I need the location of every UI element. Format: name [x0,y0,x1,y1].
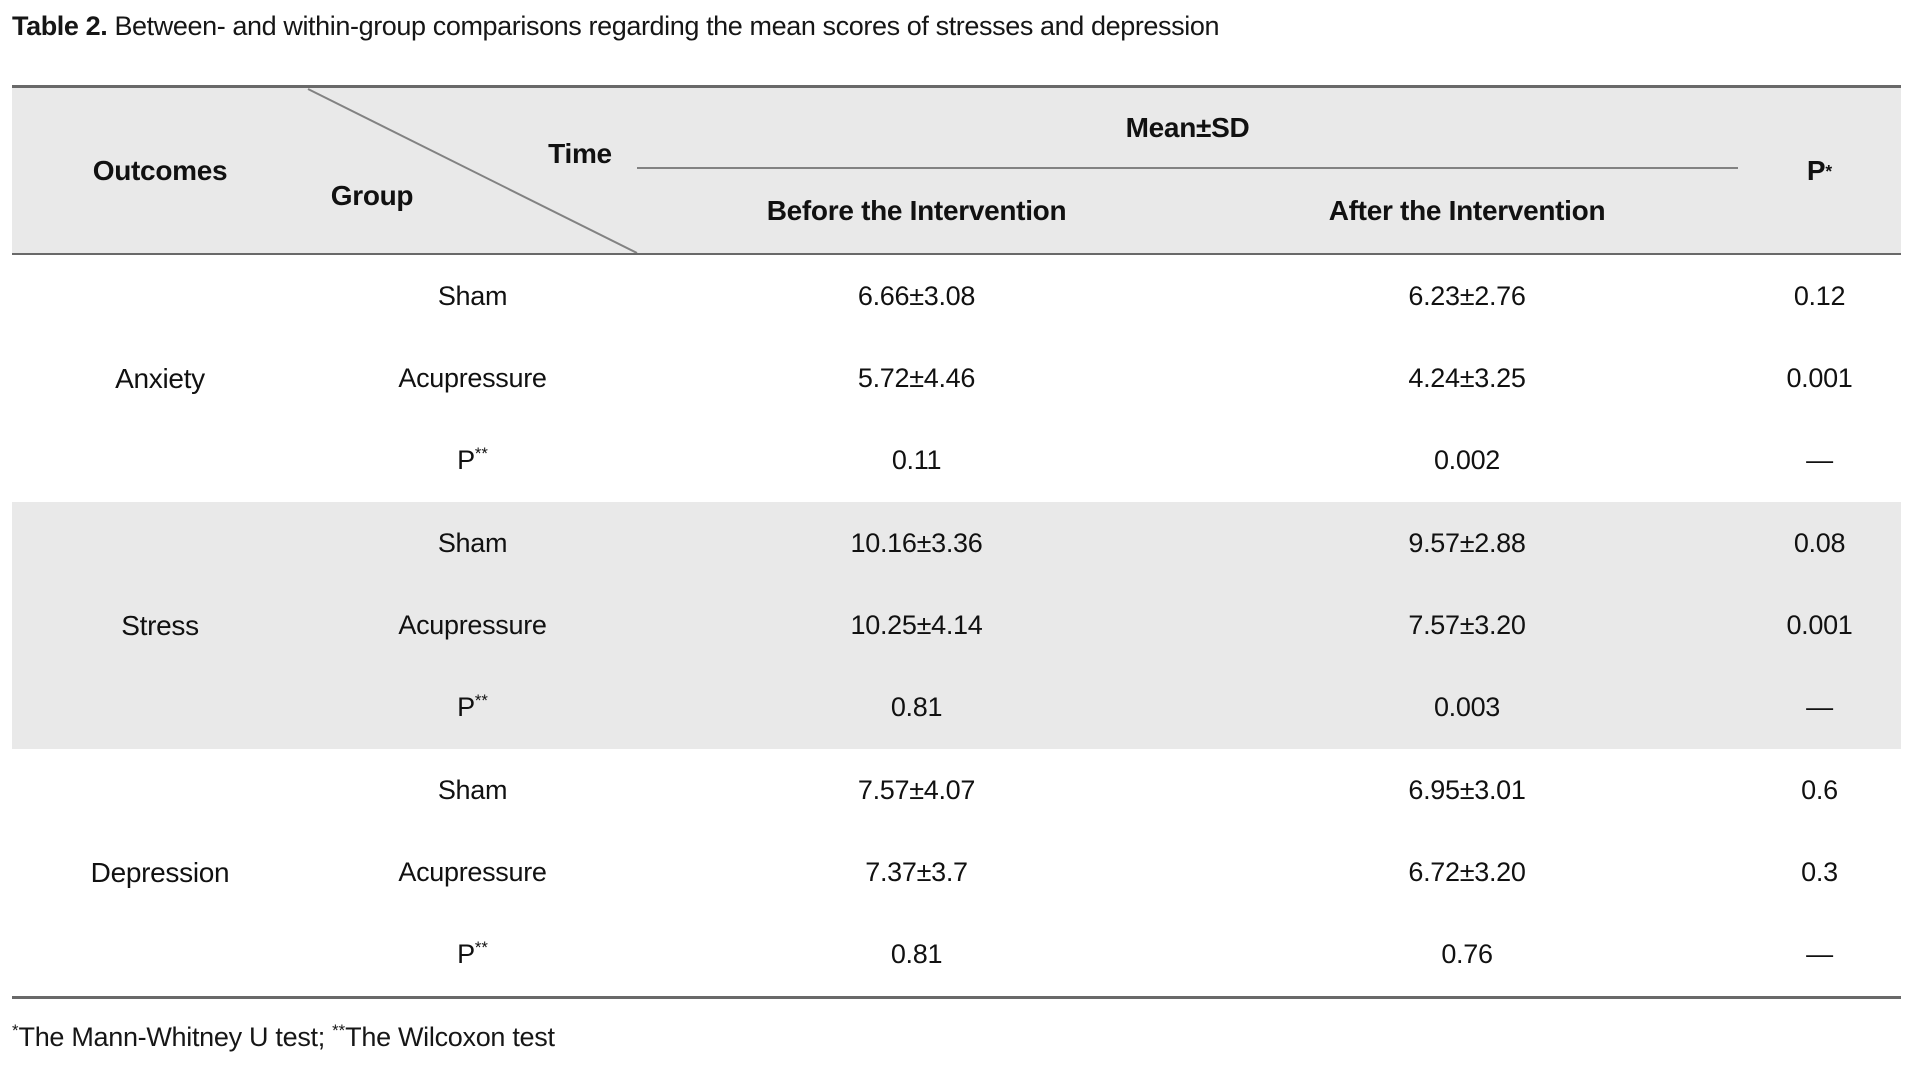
group-label: Sham [437,527,508,558]
anxiety-rows: Sham 6.66±3.08 6.23±2.76 0.12 Acupressur… [308,255,1901,502]
group-label: Sham [437,774,508,805]
table-row: Sham 7.57±4.07 6.95±3.01 0.6 [308,749,1901,831]
table-footnote: *The Mann-Whitney U test; **The Wilcoxon… [12,1022,555,1053]
footnote-double-asterisk: ** [332,1021,346,1040]
stress-rows: Sham 10.16±3.36 9.57±2.88 0.08 Acupressu… [308,502,1901,749]
group-label: Acupressure [398,856,547,887]
after-value-cell: 9.57±2.88 [1408,527,1526,558]
outcome-block-depression: Depression Sham 7.57±4.07 6.95±3.01 0.6 … [12,749,1901,996]
header-p-value: P * [1806,154,1833,186]
after-value-cell: 6.23±2.76 [1408,280,1526,311]
header-before-intervention: Before the Intervention [766,195,1067,226]
header-time: Time [548,138,612,169]
before-value-cell: 0.81 [890,692,943,723]
table-row: P** 0.11 0.002 — [308,420,1901,502]
group-superscript: ** [474,938,488,958]
footnote-text-mann-whitney: The Mann-Whitney U test; [18,1022,333,1052]
before-value-cell: 7.57±4.07 [857,774,976,805]
p-value-cell: 0.001 [1786,609,1853,640]
table-row: P** 0.81 0.003 — [308,667,1901,749]
p-value-cell: — [1806,939,1833,970]
group-cell: Acupressure [308,857,637,888]
before-value-cell: 0.81 [890,939,943,970]
table-body: Anxiety Sham 6.66±3.08 6.23±2.76 0.12 Ac… [12,255,1901,996]
after-value-cell: 0.76 [1441,939,1493,970]
after-value-cell: 6.95±3.01 [1408,774,1526,805]
table-caption-text: Between- and within-group comparisons re… [107,11,1220,41]
after-value-cell: 6.72±3.20 [1408,856,1526,887]
outcome-label-depression: Depression [90,856,230,888]
header-p-label: P [1806,154,1826,186]
table-row: Sham 10.16±3.36 9.57±2.88 0.08 [308,502,1901,584]
table-row: Acupressure 10.25±4.14 7.57±3.20 0.001 [308,584,1901,666]
group-cell: P** [308,692,637,723]
p-value-cell: 0.001 [1786,362,1853,393]
after-value-cell: 0.002 [1433,445,1501,476]
table-caption-number: Table 2. [12,11,108,41]
table-header: Outcomes Group Time Mean±SD Before the I… [12,88,1901,255]
outcome-block-stress: Stress Sham 10.16±3.36 9.57±2.88 0.08 Ac… [12,502,1901,749]
group-label: Acupressure [398,362,547,393]
before-value-cell: 10.25±4.14 [850,609,983,640]
header-mean-sd: Mean±SD [1125,112,1250,143]
mean-sd-underline [637,167,1738,169]
before-value-cell: 7.37±3.7 [865,856,968,887]
p-value-cell: 0.6 [1801,774,1838,805]
before-value-cell: 5.72±4.46 [857,362,976,393]
header-after-intervention: After the Intervention [1328,195,1606,226]
comparison-table: Outcomes Group Time Mean±SD Before the I… [12,85,1901,999]
group-superscript: ** [474,691,488,711]
after-value-cell: 7.57±3.20 [1408,609,1526,640]
group-cell: Acupressure [308,363,637,394]
depression-rows: Sham 7.57±4.07 6.95±3.01 0.6 Acupressure… [308,749,1901,996]
group-cell: P** [308,445,637,476]
p-value-cell: 0.3 [1801,856,1838,887]
group-cell: Acupressure [308,610,637,641]
before-value-cell: 0.11 [891,445,942,476]
before-value-cell: 10.16±3.36 [850,527,983,558]
group-label: Acupressure [398,609,547,640]
group-label: Sham [437,280,508,311]
group-cell: Sham [308,281,637,312]
outcome-block-anxiety: Anxiety Sham 6.66±3.08 6.23±2.76 0.12 Ac… [12,255,1901,502]
group-cell: Sham [308,528,637,559]
group-label: P [457,939,475,970]
group-cell: P** [308,939,637,970]
p-value-cell: 0.12 [1793,280,1846,311]
p-value-cell: — [1806,692,1833,723]
table-row: P** 0.81 0.76 — [308,914,1901,996]
p-value-cell: — [1806,445,1833,476]
table-row: Acupressure 7.37±3.7 6.72±3.20 0.3 [308,831,1901,913]
after-value-cell: 0.003 [1433,692,1501,723]
p-value-cell: 0.08 [1793,527,1846,558]
before-value-cell: 6.66±3.08 [857,280,976,311]
group-label: P [457,445,475,476]
table-caption: Table 2. Between- and within-group compa… [12,6,1219,46]
group-superscript: ** [474,444,488,464]
group-label: P [457,692,475,723]
diagonal-divider-line [307,88,638,253]
group-cell: Sham [308,775,637,806]
outcome-label-anxiety: Anxiety [115,362,205,394]
outcome-label-stress: Stress [121,609,199,641]
header-group: Group [330,180,414,211]
footnote-text-wilcoxon: The Wilcoxon test [345,1022,555,1052]
footnote-asterisk: * [12,1021,19,1040]
header-outcomes: Outcomes [92,154,228,186]
table-row: Acupressure 5.72±4.46 4.24±3.25 0.001 [308,337,1901,419]
after-value-cell: 4.24±3.25 [1408,362,1526,393]
table-row: Sham 6.66±3.08 6.23±2.76 0.12 [308,255,1901,337]
